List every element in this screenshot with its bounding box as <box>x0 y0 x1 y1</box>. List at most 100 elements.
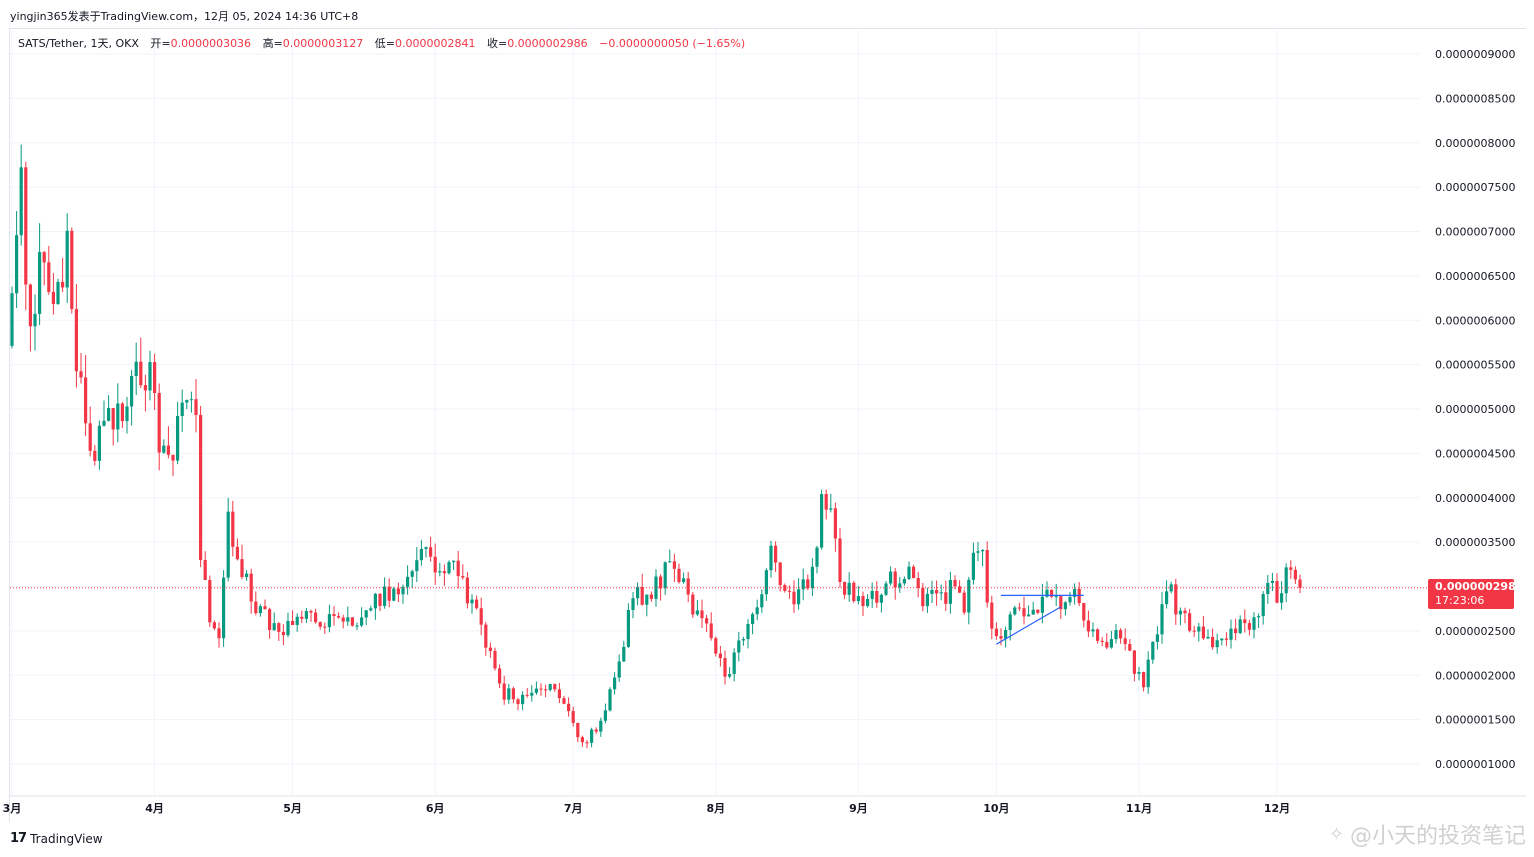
candle <box>1137 666 1141 681</box>
candle-body <box>1252 617 1256 630</box>
candle-body <box>948 580 952 604</box>
candle <box>668 549 672 563</box>
candle <box>235 538 239 561</box>
candle-body <box>1215 640 1219 648</box>
candle-body <box>387 586 391 601</box>
candle-body <box>1017 607 1021 609</box>
candle-body <box>843 582 847 595</box>
candle-body <box>392 588 396 601</box>
price-axis[interactable]: 0.0000001000 0.0000001500 0.0000002000 0.00… <box>1435 48 1515 771</box>
time-axis[interactable]: 3月 4月 5月 6月 7月 8月 9月 10月 11月 12月 <box>3 802 1290 815</box>
candle-body <box>976 551 980 553</box>
candle-body <box>741 639 745 641</box>
candle-body <box>1027 614 1031 617</box>
candle-body <box>626 609 630 647</box>
candle-body <box>1059 596 1063 610</box>
candle-body <box>309 611 313 613</box>
candle <box>1077 582 1081 607</box>
price-axis-label: 0.0000005000 <box>1435 403 1515 416</box>
candle-body <box>571 711 575 723</box>
candle <box>534 681 538 695</box>
candle <box>249 568 253 614</box>
candle <box>1211 628 1215 650</box>
candle-body <box>111 408 115 430</box>
candle <box>70 227 74 314</box>
candle <box>406 565 410 595</box>
candle <box>415 547 419 582</box>
candle-body <box>999 636 1003 639</box>
candle <box>567 697 571 717</box>
candle-body <box>148 362 152 391</box>
candle-body <box>47 262 51 292</box>
candle <box>553 683 557 692</box>
candle <box>695 599 699 617</box>
price-axis-label: 0.0000004000 <box>1435 492 1515 505</box>
legend-low-label: 低= <box>374 37 395 50</box>
candle-body <box>755 607 759 615</box>
candle <box>672 553 676 582</box>
candle-body <box>912 566 916 579</box>
candle-body <box>902 578 906 584</box>
candle-body <box>774 545 778 563</box>
candle-body <box>484 624 488 648</box>
candle <box>746 619 750 649</box>
time-axis-label: 7月 <box>564 802 583 815</box>
candle <box>1151 641 1155 664</box>
candle <box>576 722 580 743</box>
tradingview-brand[interactable]: 17 TradingView <box>10 831 103 846</box>
candle-body <box>856 596 860 602</box>
candle <box>925 587 929 613</box>
candle <box>898 576 902 593</box>
candle <box>1119 628 1123 644</box>
candle-body <box>889 571 893 584</box>
candle-body <box>567 703 571 712</box>
bar-countdown: 17:23:06 <box>1435 594 1485 607</box>
drawings[interactable] <box>996 594 1084 645</box>
candle-body <box>222 577 226 639</box>
candle <box>24 161 28 311</box>
chart-pane[interactable] <box>9 28 1526 822</box>
candle-body <box>985 550 989 603</box>
candle-body <box>967 579 971 613</box>
candle <box>373 592 377 620</box>
candle-body <box>475 599 479 609</box>
candle <box>84 355 88 436</box>
candle <box>1215 633 1219 654</box>
time-axis-label: 4月 <box>145 802 164 815</box>
candle-body <box>640 587 644 605</box>
candle <box>378 593 382 611</box>
candle <box>419 539 423 566</box>
candle-body <box>208 579 212 623</box>
candle <box>1206 629 1210 640</box>
candle-body <box>235 546 239 560</box>
candle <box>268 607 272 639</box>
drawn-trend-line[interactable] <box>996 606 1062 645</box>
candle <box>916 571 920 598</box>
candle-body <box>249 573 253 602</box>
candle-body <box>677 568 681 583</box>
time-axis-label: 6月 <box>426 802 445 815</box>
candle <box>189 391 193 413</box>
candle-body <box>539 688 543 690</box>
candle-body <box>185 399 189 403</box>
publish-attribution: yingjin365发表于TradingView.com，12月 05, 202… <box>10 10 359 23</box>
candle <box>856 586 860 605</box>
candle-body <box>226 511 230 578</box>
candle-body <box>134 361 138 376</box>
candle-body <box>355 625 359 627</box>
candle <box>507 683 511 704</box>
candle-body <box>157 392 161 453</box>
candle-body <box>544 689 548 691</box>
candle-body <box>1068 596 1072 603</box>
candle-body <box>870 590 874 599</box>
candle-body <box>806 579 810 589</box>
candle <box>764 568 768 601</box>
candle-body <box>120 403 124 422</box>
candle-body <box>337 616 341 618</box>
candle <box>1261 591 1265 625</box>
candle-body <box>15 235 19 294</box>
candle-body <box>1298 579 1302 588</box>
candle-body <box>507 688 511 700</box>
candle <box>208 575 212 627</box>
